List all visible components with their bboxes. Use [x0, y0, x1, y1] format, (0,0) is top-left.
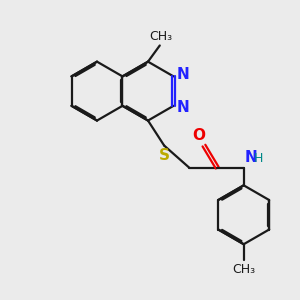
Text: N: N: [177, 68, 190, 82]
Text: N: N: [245, 150, 258, 165]
Text: S: S: [159, 148, 170, 163]
Text: CH₃: CH₃: [150, 30, 173, 43]
Text: CH₃: CH₃: [232, 263, 255, 276]
Text: O: O: [192, 128, 205, 142]
Text: H: H: [254, 152, 263, 165]
Text: N: N: [177, 100, 190, 115]
